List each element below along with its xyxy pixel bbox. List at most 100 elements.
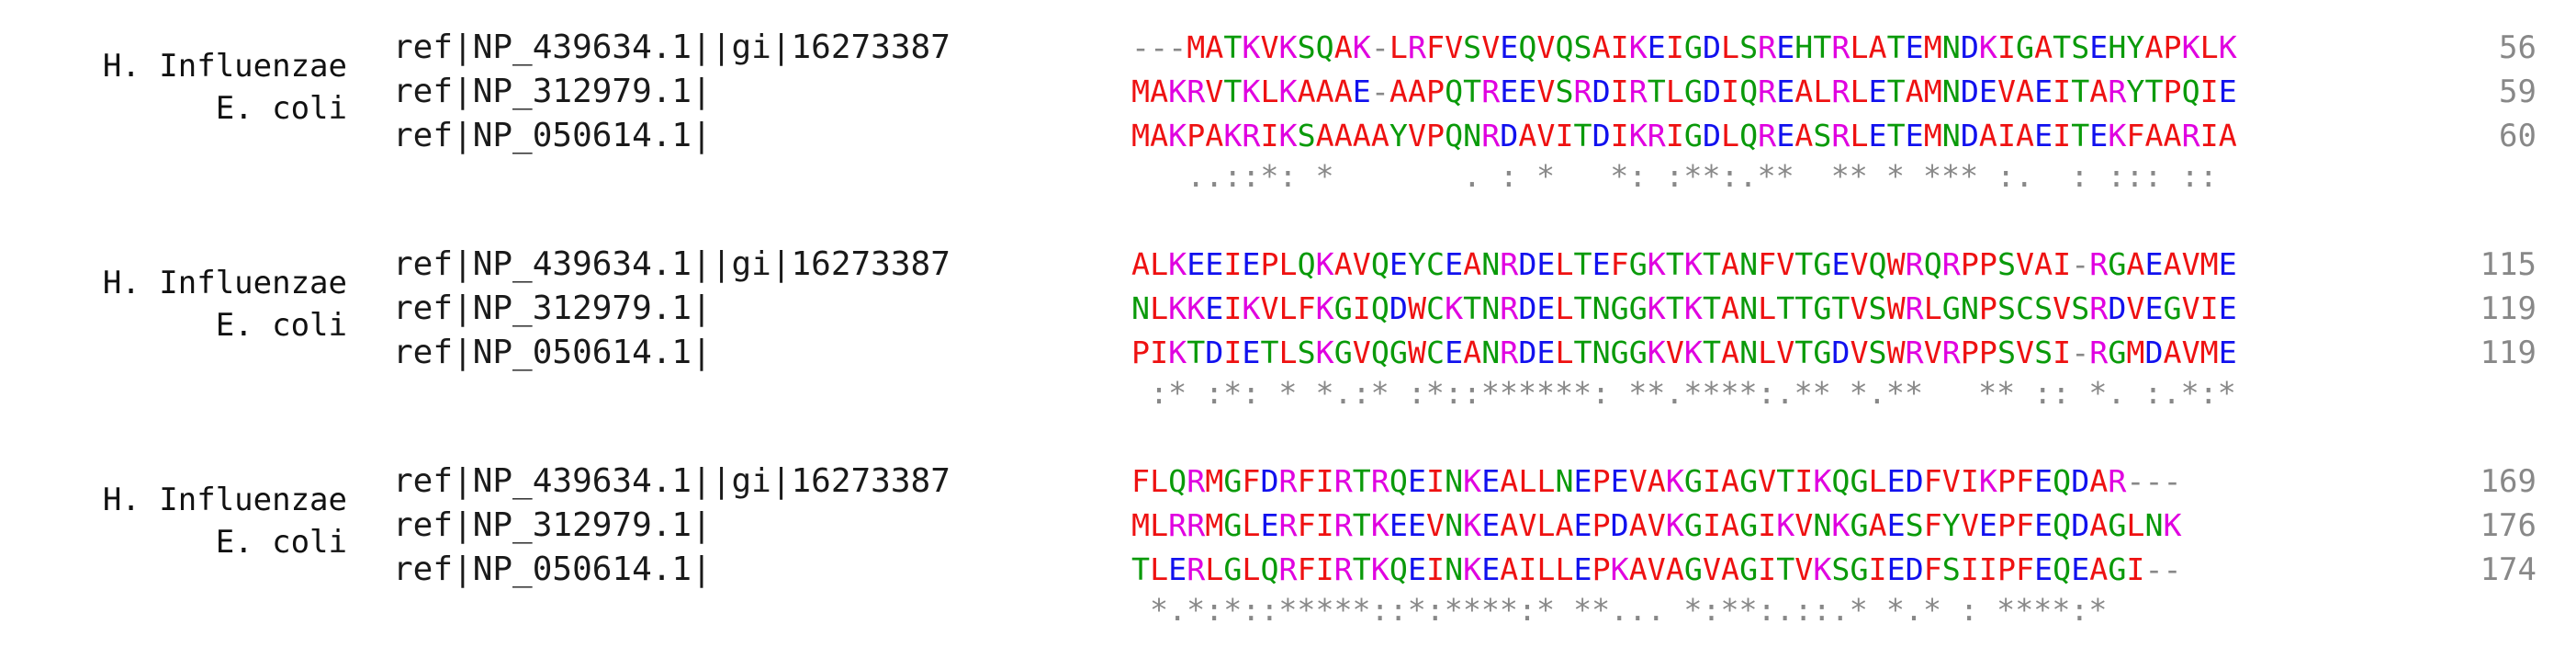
residue: L xyxy=(1923,290,1942,326)
residue: S xyxy=(1997,335,2016,370)
residue: A xyxy=(1868,507,1887,543)
residue: M xyxy=(1923,74,1942,109)
residue: N xyxy=(1592,335,1611,370)
residue: N xyxy=(1463,118,1482,153)
residue: K xyxy=(1315,290,1334,326)
residue: A xyxy=(2218,118,2237,153)
residue: I xyxy=(2053,335,2072,370)
residue: R xyxy=(1187,507,1206,543)
residue: P xyxy=(1187,118,1206,153)
residue: E xyxy=(2034,551,2053,587)
residue: P xyxy=(1592,507,1611,543)
residue: T xyxy=(2144,74,2164,109)
residue: K xyxy=(1370,507,1389,543)
residue: E xyxy=(2218,335,2237,370)
residue: I xyxy=(1960,551,1979,587)
residue: G xyxy=(2163,290,2182,326)
residue: E xyxy=(1886,551,1906,587)
residue: M xyxy=(1923,118,1942,153)
residue: G xyxy=(1739,507,1759,543)
residue: T xyxy=(1647,74,1666,109)
residue: W xyxy=(1407,335,1426,370)
residue: I xyxy=(1555,118,1574,153)
alignment-block: H. Influenzae ref|NP_439634.1||gi|162733… xyxy=(0,454,2576,647)
residue: N xyxy=(1481,335,1501,370)
residue: S xyxy=(1297,29,1316,65)
residue: I xyxy=(1315,463,1334,499)
residue: D xyxy=(1518,246,1537,282)
residue: A xyxy=(1407,74,1426,109)
residue: A xyxy=(1978,118,1997,153)
residue: G xyxy=(1610,335,1629,370)
residue: S xyxy=(1739,29,1759,65)
residue: R xyxy=(1481,118,1501,153)
residue: K xyxy=(1187,290,1206,326)
residue: G xyxy=(2108,246,2127,282)
residue: E xyxy=(2218,74,2237,109)
residue: L xyxy=(1721,118,1740,153)
residue: E xyxy=(1187,246,1206,282)
residue: I xyxy=(1758,507,1777,543)
residue: L xyxy=(1721,29,1740,65)
residue: D xyxy=(1500,118,1519,153)
residue: Q xyxy=(2053,463,2072,499)
residue: A xyxy=(1463,246,1482,282)
residue: E xyxy=(1260,507,1279,543)
residue: V xyxy=(1260,290,1279,326)
residue: V xyxy=(1481,29,1501,65)
residue: D xyxy=(2071,507,2090,543)
residue: L xyxy=(1850,74,1869,109)
alignment-gap: - xyxy=(2163,551,2182,587)
residue: A xyxy=(1205,29,1224,65)
residue: D xyxy=(1702,29,1721,65)
residue: E xyxy=(1573,507,1592,543)
sequence-id: ref|NP_312979.1| xyxy=(393,506,712,544)
residue: E xyxy=(1205,290,1224,326)
residue: T xyxy=(1131,551,1151,587)
residue: I xyxy=(1794,463,1814,499)
residue: E xyxy=(1407,463,1426,499)
residue: T xyxy=(1573,246,1592,282)
sequence-id: ref|NP_439634.1||gi|16273387 xyxy=(393,28,951,66)
sequence-residues: MLRRMGLERFIRTKEEVNKEAVLAEPDAVKGIAGIKVNKG… xyxy=(1131,504,2182,548)
alignment-gap: - xyxy=(2126,463,2145,499)
residue: K xyxy=(1647,335,1666,370)
residue: D xyxy=(1518,335,1537,370)
residue-position: 119 xyxy=(2480,335,2537,371)
residue: R xyxy=(1573,74,1592,109)
residue: F xyxy=(2126,118,2145,153)
residue: G xyxy=(1850,463,1869,499)
alignment-row: H. Influenzae ref|NP_439634.1||gi|162733… xyxy=(0,243,2576,301)
residue: P xyxy=(1978,246,1997,282)
residue: E xyxy=(1536,246,1556,282)
residue-position: 119 xyxy=(2480,290,2537,327)
residue: T xyxy=(1352,507,1371,543)
alignment-row: E. coli ref|NP_312979.1| NLKKEIKVLFKGIQD… xyxy=(0,287,2576,344)
residue: E xyxy=(1905,118,1924,153)
residue: A xyxy=(2034,29,2053,65)
residue: E xyxy=(1445,246,1464,282)
residue: A xyxy=(2163,246,2182,282)
residue: V xyxy=(1941,463,1961,499)
residue: V xyxy=(2016,246,2035,282)
residue: P xyxy=(1131,335,1151,370)
residue: I xyxy=(1665,29,1684,65)
residue: M xyxy=(2199,335,2219,370)
residue: N xyxy=(1555,463,1574,499)
residue: T xyxy=(1573,118,1592,153)
residue: A xyxy=(1463,335,1482,370)
residue: R xyxy=(1333,507,1353,543)
residue: K xyxy=(1813,463,1832,499)
residue: I xyxy=(1610,118,1629,153)
residue: I xyxy=(1610,29,1629,65)
residue: E xyxy=(1905,29,1924,65)
alignment-gap: - xyxy=(2071,335,2090,370)
residue: K xyxy=(1647,290,1666,326)
residue: F xyxy=(1923,463,1942,499)
residue: R xyxy=(1831,118,1850,153)
residue: K xyxy=(2218,29,2237,65)
residue: N xyxy=(1445,507,1464,543)
residue: Q xyxy=(1389,551,1408,587)
residue: I xyxy=(1997,29,2016,65)
residue-position: 59 xyxy=(2499,74,2537,110)
